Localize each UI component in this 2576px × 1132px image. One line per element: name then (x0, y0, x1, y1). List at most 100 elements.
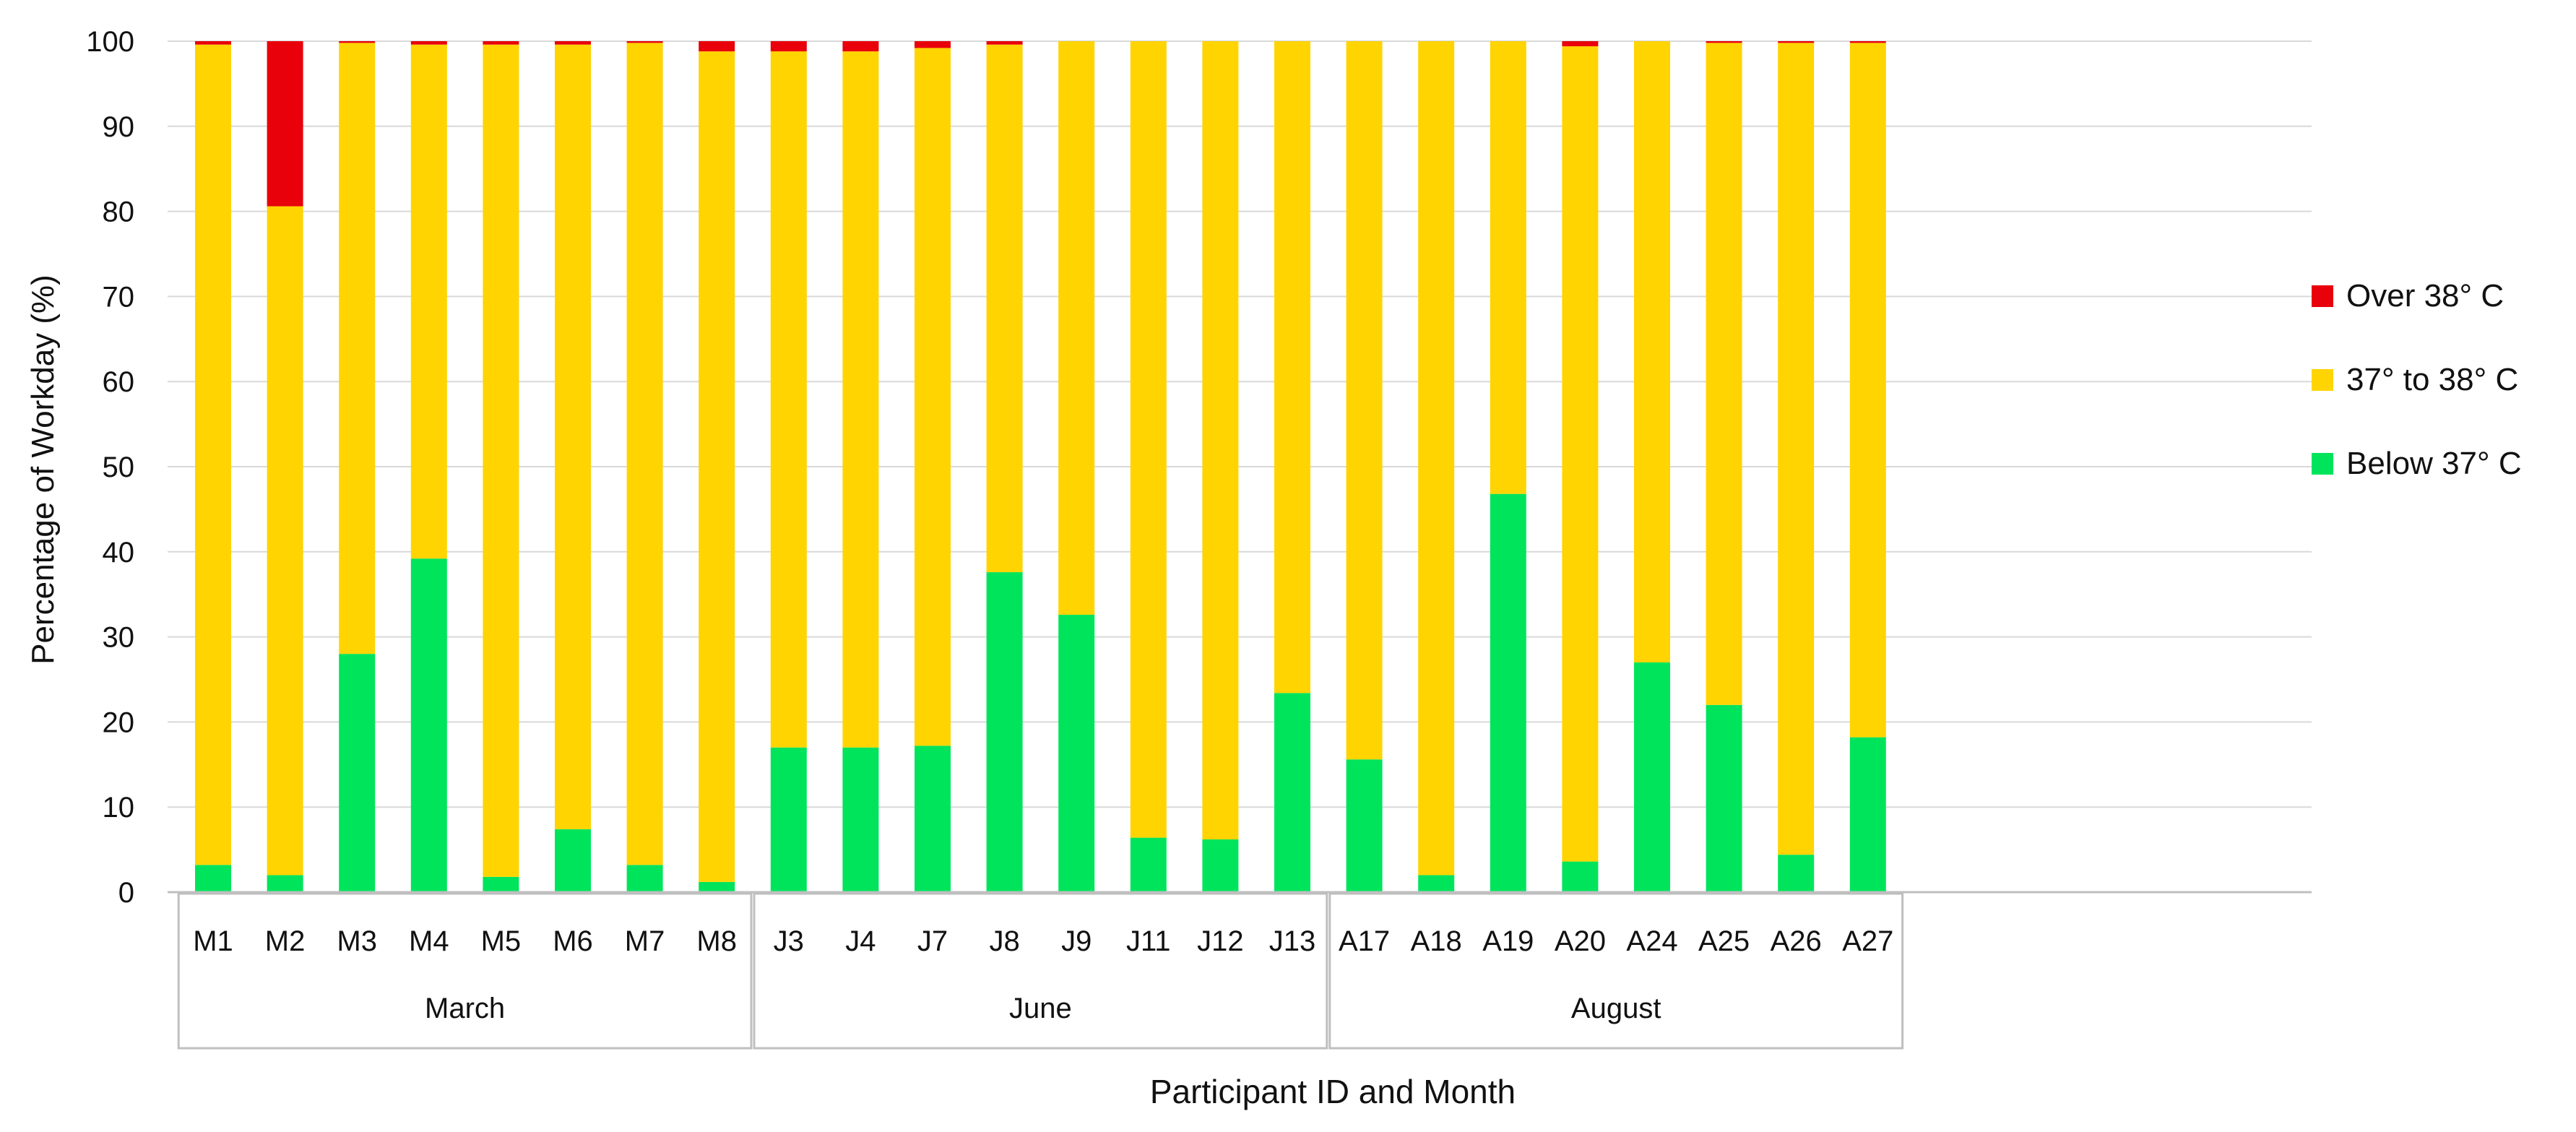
bar-segment-M4-s2 (410, 41, 447, 45)
bar-segment-M3-s0 (339, 654, 376, 892)
bar-segment-J12-s0 (1202, 839, 1239, 892)
y-tick-label: 60 (103, 366, 135, 398)
x-tick-label-M4: M4 (409, 925, 449, 957)
x-tick-label-M2: M2 (265, 925, 306, 957)
y-tick-label: 0 (118, 877, 134, 909)
legend-swatch-37-to-38 (2312, 369, 2333, 391)
legend: Over 38° C 37° to 38° C Below 37° C (2312, 275, 2522, 526)
legend-item-below-37: Below 37° C (2312, 442, 2522, 485)
bar-segment-M1-s2 (195, 41, 231, 45)
bar-segment-M2-s1 (267, 206, 303, 876)
bar-segment-A26-s0 (1778, 855, 1815, 892)
legend-item-over-38: Over 38° C (2312, 275, 2522, 318)
x-tick-labels: M1 M2 M3 M4 M5 M6 M7 M8 J3 J4 J7 J8 J9 J11 J12 J13 A17 A1… (193, 925, 1893, 957)
x-tick-label-A19: A19 (1482, 925, 1534, 957)
bar-segment-A27-s0 (1849, 737, 1886, 892)
bar-segment-M1-s0 (195, 865, 231, 892)
bar-segment-A26-s2 (1778, 41, 1815, 43)
bar-segment-J4-s1 (842, 51, 879, 748)
bar-segment-J3-s1 (770, 51, 807, 748)
bar-segment-J4-s2 (842, 41, 879, 52)
legend-swatch-over-38 (2312, 285, 2333, 307)
bar-segment-M5-s2 (483, 41, 519, 45)
x-tick-label-M6: M6 (553, 925, 593, 957)
bar-segment-J8-s2 (986, 41, 1023, 45)
x-tick-label-J7: J7 (917, 925, 948, 957)
legend-item-37-to-38: 37° to 38° C (2312, 358, 2522, 402)
bar-segment-J4-s0 (842, 747, 879, 892)
bar-segment-M8-s1 (699, 51, 735, 882)
x-tick-label-M3: M3 (337, 925, 377, 957)
y-tick-labels: 0 10 20 30 40 50 60 70 80 90 100 (86, 26, 134, 909)
group-box-2 (1328, 892, 1904, 1050)
bar-segment-J11-s0 (1130, 837, 1167, 892)
bar-segment-A18-s0 (1418, 875, 1455, 892)
bar-segment-M2-s2 (267, 41, 303, 207)
bar-segment-J12-s1 (1202, 41, 1239, 839)
bar-segment-M7-s1 (626, 43, 663, 865)
y-tick-label: 100 (86, 26, 134, 58)
bar-segment-M2-s0 (267, 875, 303, 892)
bar-segment-M6-s2 (555, 41, 591, 45)
group-label-2: August (1571, 993, 1661, 1024)
bar-segment-M5-s1 (483, 44, 519, 877)
bar-segment-J7-s2 (915, 41, 951, 48)
legend-swatch-below-37 (2312, 453, 2333, 475)
bar-segment-J9-s1 (1058, 41, 1095, 615)
y-tick-label: 90 (103, 111, 135, 143)
x-tick-label-A17: A17 (1339, 925, 1390, 957)
y-axis-label: Percentage of Workday (%) (25, 275, 61, 665)
bar-segment-M1-s1 (195, 44, 231, 865)
group-box-1 (753, 892, 1328, 1050)
bar-segment-M3-s1 (339, 43, 376, 654)
group-boxes: March June August (177, 892, 1904, 1050)
bar-segment-J3-s0 (770, 747, 807, 892)
bar-segment-A24-s0 (1634, 662, 1670, 892)
bar-segment-M4-s0 (410, 558, 447, 892)
bar-segment-M6-s0 (555, 829, 591, 892)
bar-segment-A19-s0 (1490, 493, 1526, 892)
x-tick-label-M7: M7 (625, 925, 665, 957)
group-label-1: June (1009, 993, 1072, 1024)
bar-segment-J7-s0 (915, 746, 951, 892)
bar-segment-A25-s0 (1706, 704, 1742, 892)
x-tick-label-J3: J3 (774, 925, 804, 957)
x-tick-label-A26: A26 (1771, 925, 1822, 957)
y-tick-label: 20 (103, 707, 135, 738)
y-tick-label: 50 (103, 451, 135, 483)
bar-segment-A25-s2 (1706, 41, 1742, 43)
x-tick-label-J13: J13 (1269, 925, 1316, 957)
x-tick-label-J8: J8 (989, 925, 1019, 957)
bar-segment-M7-s0 (626, 865, 663, 892)
x-axis-label: Participant ID and Month (1150, 1073, 1516, 1110)
bar-segment-A18-s1 (1418, 41, 1455, 876)
x-tick-label-J12: J12 (1197, 925, 1244, 957)
gridlines (168, 40, 2312, 808)
y-tick-label: 10 (103, 792, 135, 824)
bar-segment-A20-s0 (1562, 861, 1599, 892)
bar-segment-A27-s2 (1849, 41, 1886, 43)
x-tick-label-J11: J11 (1126, 925, 1171, 957)
bar-segment-M3-s2 (339, 41, 376, 43)
bar-segment-M4-s1 (410, 44, 447, 559)
bar-segment-J11-s1 (1130, 41, 1167, 838)
x-tick-label-A20: A20 (1555, 925, 1606, 957)
bar-segment-A17-s0 (1346, 759, 1383, 892)
bar-segment-A20-s1 (1562, 46, 1599, 862)
bar-segment-J13-s1 (1274, 41, 1310, 694)
group-box-0 (177, 892, 753, 1050)
y-tick-label: 70 (103, 281, 135, 313)
y-tick-label: 80 (103, 196, 135, 228)
x-tick-label-J4: J4 (845, 925, 876, 957)
bar-segment-A27-s1 (1849, 43, 1886, 738)
bar-segment-M6-s1 (555, 44, 591, 829)
x-tick-label-A18: A18 (1411, 925, 1462, 957)
bar-segment-A25-s1 (1706, 43, 1742, 705)
y-tick-label: 30 (103, 622, 135, 654)
bar-segment-A26-s1 (1778, 43, 1815, 855)
bar-segment-M5-s0 (483, 876, 519, 892)
y-tick-label: 40 (103, 537, 135, 569)
bar-segment-A24-s1 (1634, 41, 1670, 662)
x-tick-label-A24: A24 (1626, 925, 1677, 957)
